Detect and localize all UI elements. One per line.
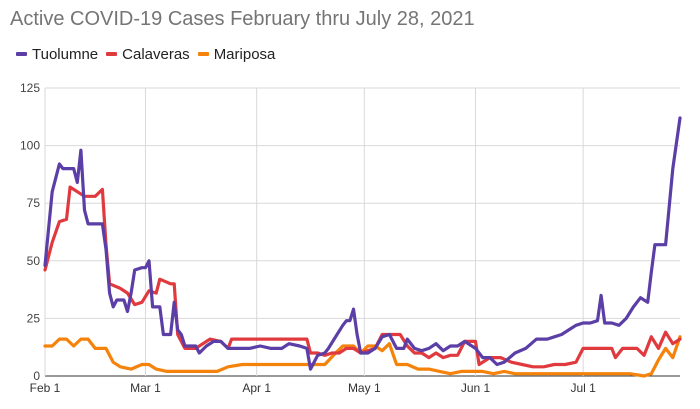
legend-label-tuolumne: Tuolumne — [32, 45, 99, 63]
series-line-mariposa — [43, 335, 682, 378]
chart-title: Active COVID-19 Cases February thru July… — [10, 8, 475, 30]
y-tick-label: 100 — [20, 139, 40, 153]
legend: Tuolumne Calaveras Mariposa — [16, 44, 283, 64]
y-tick-label: 25 — [27, 311, 41, 325]
x-tick-label: Jun 1 — [461, 381, 491, 395]
legend-item-mariposa[interactable]: Mariposa — [197, 45, 276, 63]
legend-item-tuolumne[interactable]: Tuolumne — [16, 46, 98, 63]
y-tick-label: 0 — [33, 369, 40, 383]
legend-label-calaveras: Calaveras — [122, 45, 190, 63]
x-tick-label: May 1 — [348, 381, 381, 395]
series-line-calaveras — [43, 185, 682, 369]
x-tick-label: Jul 1 — [570, 381, 596, 395]
x-tick-label: Feb 1 — [30, 381, 61, 395]
legend-swatch-mariposa — [197, 52, 209, 56]
y-tick-label: 75 — [27, 196, 41, 210]
x-tick-label: Mar 1 — [130, 381, 161, 395]
y-tick-label: 125 — [20, 81, 40, 95]
x-tick-label: Apr 1 — [242, 381, 271, 395]
legend-swatch-calaveras — [106, 52, 118, 56]
series-line-tuolumne — [43, 116, 682, 371]
y-tick-label: 50 — [27, 254, 41, 268]
legend-label-mariposa: Mariposa — [213, 45, 276, 63]
legend-swatch-tuolumne — [16, 52, 27, 56]
legend-item-calaveras[interactable]: Calaveras — [106, 46, 190, 63]
